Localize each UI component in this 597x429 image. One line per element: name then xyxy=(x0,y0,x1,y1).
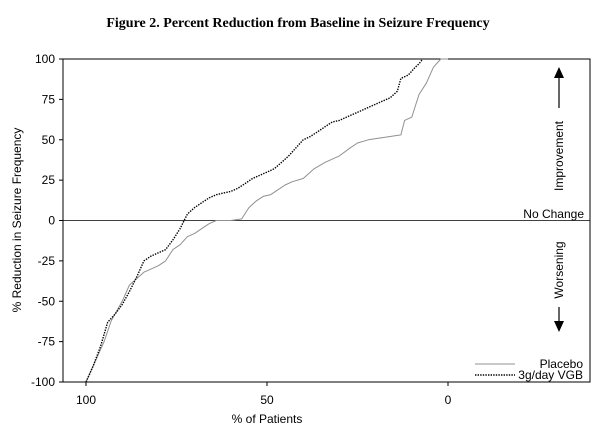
y-tick-label: 100 xyxy=(35,52,55,66)
x-tick-label: 50 xyxy=(260,393,274,407)
y-tick-label: -50 xyxy=(38,294,56,308)
worsening-indicator: Worsening xyxy=(552,241,566,332)
y-tick-label: 50 xyxy=(42,133,56,147)
y-tick-label: -75 xyxy=(38,335,56,349)
improvement-arrow-head-icon xyxy=(554,67,564,78)
y-axis-ticks: 100 75 50 25 0 -25 -50 -75 -100 xyxy=(31,52,63,389)
improvement-indicator: Improvement xyxy=(552,67,566,191)
improvement-label: Improvement xyxy=(552,120,566,191)
y-tick-label: -25 xyxy=(38,254,56,268)
x-tick-label: 100 xyxy=(76,393,96,407)
x-axis-ticks: 100 50 0 xyxy=(76,382,452,407)
worsening-arrow-head-icon xyxy=(554,321,564,332)
series-line-vgb xyxy=(85,58,424,383)
y-tick-label: 0 xyxy=(48,214,55,228)
series-line-placebo xyxy=(85,58,448,383)
y-tick-label: 75 xyxy=(42,92,56,106)
worsening-label: Worsening xyxy=(552,241,566,298)
series-layer xyxy=(85,58,448,383)
x-axis-label: % of Patients xyxy=(232,412,303,426)
no-change-label: No Change xyxy=(523,207,584,221)
legend-label-placebo: Placebo xyxy=(540,357,584,371)
chart-title: Figure 2. Percent Reduction from Baselin… xyxy=(106,16,489,31)
x-tick-label: 0 xyxy=(445,393,452,407)
y-tick-label: -100 xyxy=(31,375,55,389)
legend-label-vgb: 3g/day VGB xyxy=(518,368,583,382)
y-tick-label: 25 xyxy=(42,173,56,187)
y-axis-label: % Reduction in Seizure Frequency xyxy=(10,128,24,313)
